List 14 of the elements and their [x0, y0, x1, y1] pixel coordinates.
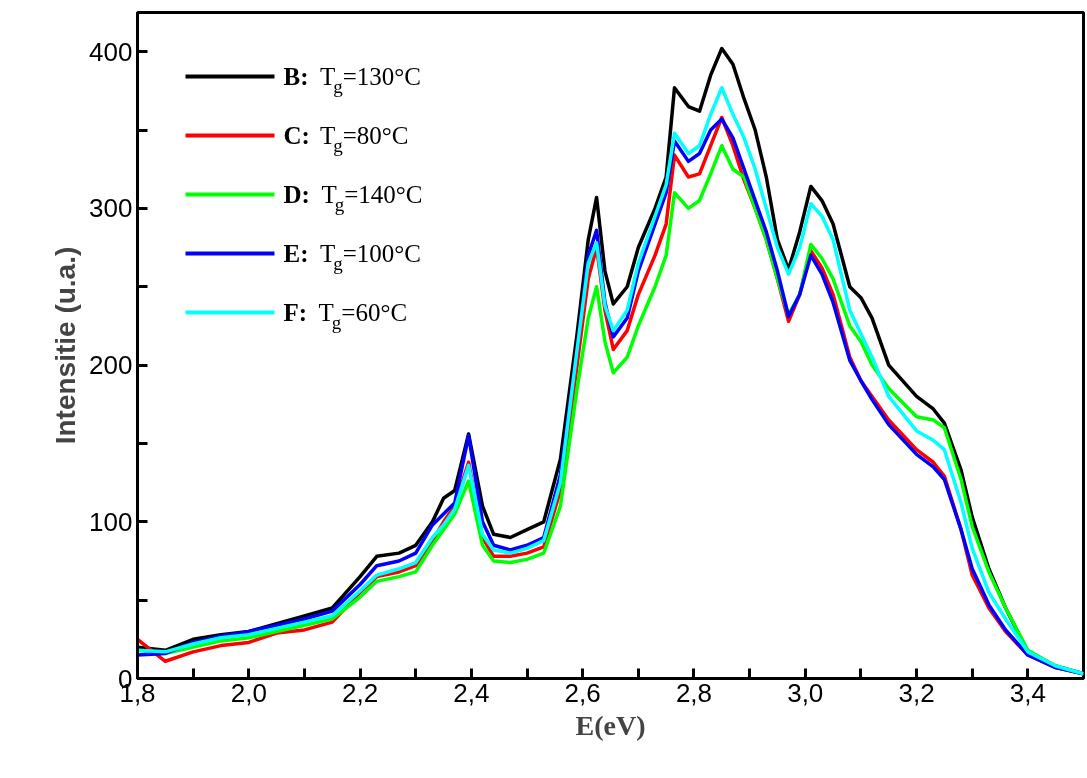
x-tick-label: 2,0 — [230, 677, 267, 708]
x-tick-label: 3,2 — [898, 677, 935, 708]
x-tick-label: 2,4 — [453, 677, 490, 708]
y-tick-label: 300 — [89, 193, 133, 224]
x-tick-label: 2,8 — [675, 677, 713, 708]
x-tick-label: 3,4 — [1009, 677, 1046, 708]
y-tick-label: 200 — [89, 350, 133, 381]
x-axis-title: E(eV) — [575, 709, 646, 741]
y-axis-title: Intensitie (u.a.) — [50, 246, 82, 445]
x-tick-label: 2,2 — [342, 677, 379, 708]
y-tick-label: 100 — [89, 506, 133, 537]
x-tick-label: 2,6 — [564, 677, 601, 708]
x-tick-label: 3,0 — [787, 677, 824, 708]
y-tick-label: 400 — [89, 36, 133, 67]
